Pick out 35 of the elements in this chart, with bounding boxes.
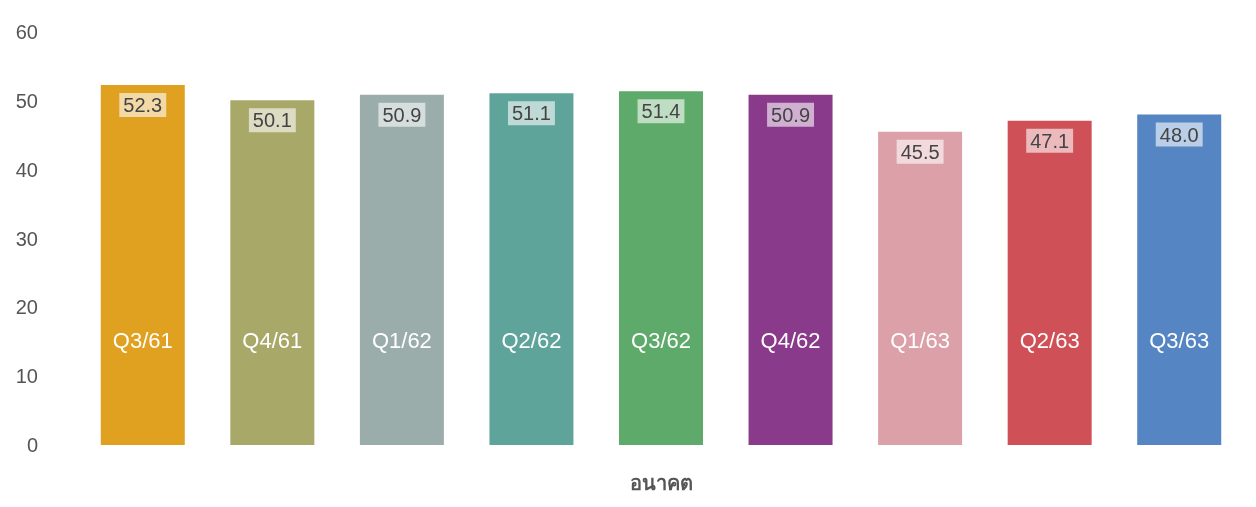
data-label: 51.4 xyxy=(641,100,681,123)
bar xyxy=(748,94,833,445)
bar xyxy=(100,85,185,445)
data-label: 47.1 xyxy=(1030,129,1070,152)
x-tick-label: Q1/63 xyxy=(890,327,951,353)
x-tick-label: Q3/62 xyxy=(631,327,691,353)
y-tick-label: 0 xyxy=(26,434,38,456)
bar xyxy=(489,93,574,445)
x-tick-label: Q4/61 xyxy=(242,327,303,353)
y-tick-label: 20 xyxy=(15,296,38,319)
y-tick-label: 50 xyxy=(15,89,38,112)
x-axis-title: อนาคต xyxy=(629,472,693,494)
data-label: 50.9 xyxy=(771,103,811,126)
data-label: 45.5 xyxy=(900,140,940,163)
bar xyxy=(1137,114,1222,445)
data-label: 51.1 xyxy=(511,102,551,125)
data-label: 50.1 xyxy=(252,109,292,132)
bar xyxy=(619,91,703,445)
y-tick-label: 30 xyxy=(15,227,38,250)
bar xyxy=(230,100,315,445)
y-tick-label: 10 xyxy=(15,365,38,388)
x-tick-label: Q2/63 xyxy=(1019,327,1080,353)
x-tick-label: Q3/61 xyxy=(112,327,173,353)
x-tick-label: Q1/62 xyxy=(371,327,432,353)
bar xyxy=(1007,120,1092,445)
x-tick-label: Q3/63 xyxy=(1149,327,1210,353)
y-tick-label: 40 xyxy=(15,158,38,181)
data-label: 48.0 xyxy=(1159,123,1199,146)
x-tick-label: Q2/62 xyxy=(501,327,562,353)
bar xyxy=(878,131,963,445)
bar xyxy=(359,94,444,445)
x-tick-label: Q4/62 xyxy=(760,327,821,353)
y-tick-label: 60 xyxy=(15,21,38,43)
data-label: 50.9 xyxy=(382,103,422,126)
data-label: 52.3 xyxy=(123,94,163,116)
